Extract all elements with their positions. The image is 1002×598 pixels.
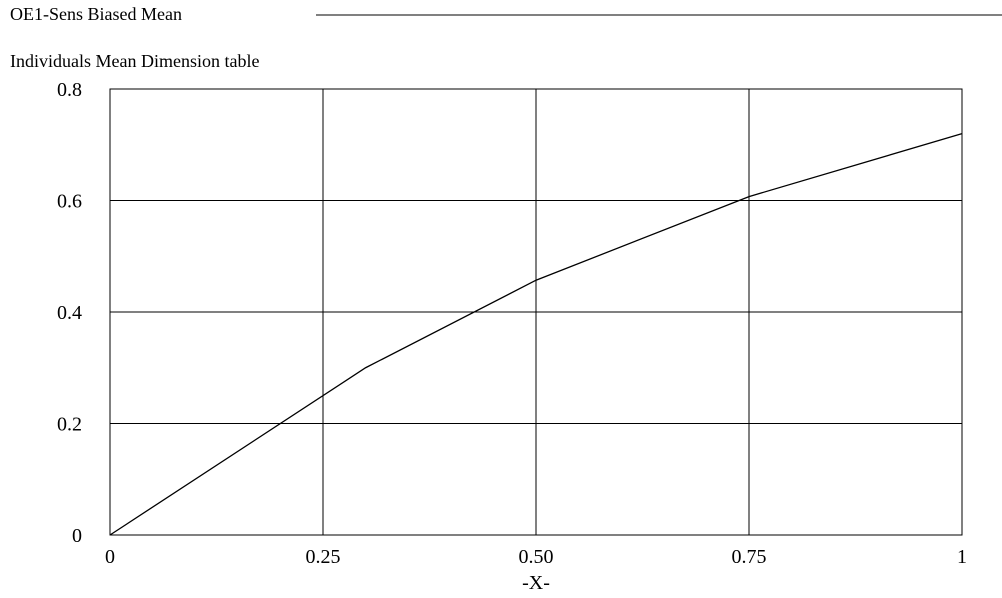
- chart-subtitle: Individuals Mean Dimension table: [10, 51, 259, 71]
- y-tick-labels: 0 0.2 0.4 0.6 0.8: [57, 79, 82, 547]
- x-tick-label: 0: [105, 546, 115, 568]
- x-axis-label: -X-: [522, 572, 550, 594]
- x-tick-labels: 0 0.25 0.50 0.75 1: [105, 546, 967, 568]
- y-tick-label: 0.4: [57, 302, 82, 324]
- y-tick-label: 0.6: [57, 191, 82, 213]
- series-line: [109, 132, 963, 536]
- y-tick-label: 0.2: [57, 414, 82, 436]
- x-tick-label: 0.25: [306, 546, 341, 568]
- y-tick-label: 0: [72, 525, 82, 547]
- y-tick-label: 0.8: [57, 79, 82, 101]
- plot-frame: [109, 88, 963, 536]
- x-tick-label: 0.75: [732, 546, 767, 568]
- x-tick-label: 0.50: [519, 546, 554, 568]
- x-tick-label: 1: [957, 546, 967, 568]
- chart-title: OE1-Sens Biased Mean: [10, 4, 182, 24]
- grid-lines: [110, 89, 962, 535]
- series-layer: [109, 132, 963, 536]
